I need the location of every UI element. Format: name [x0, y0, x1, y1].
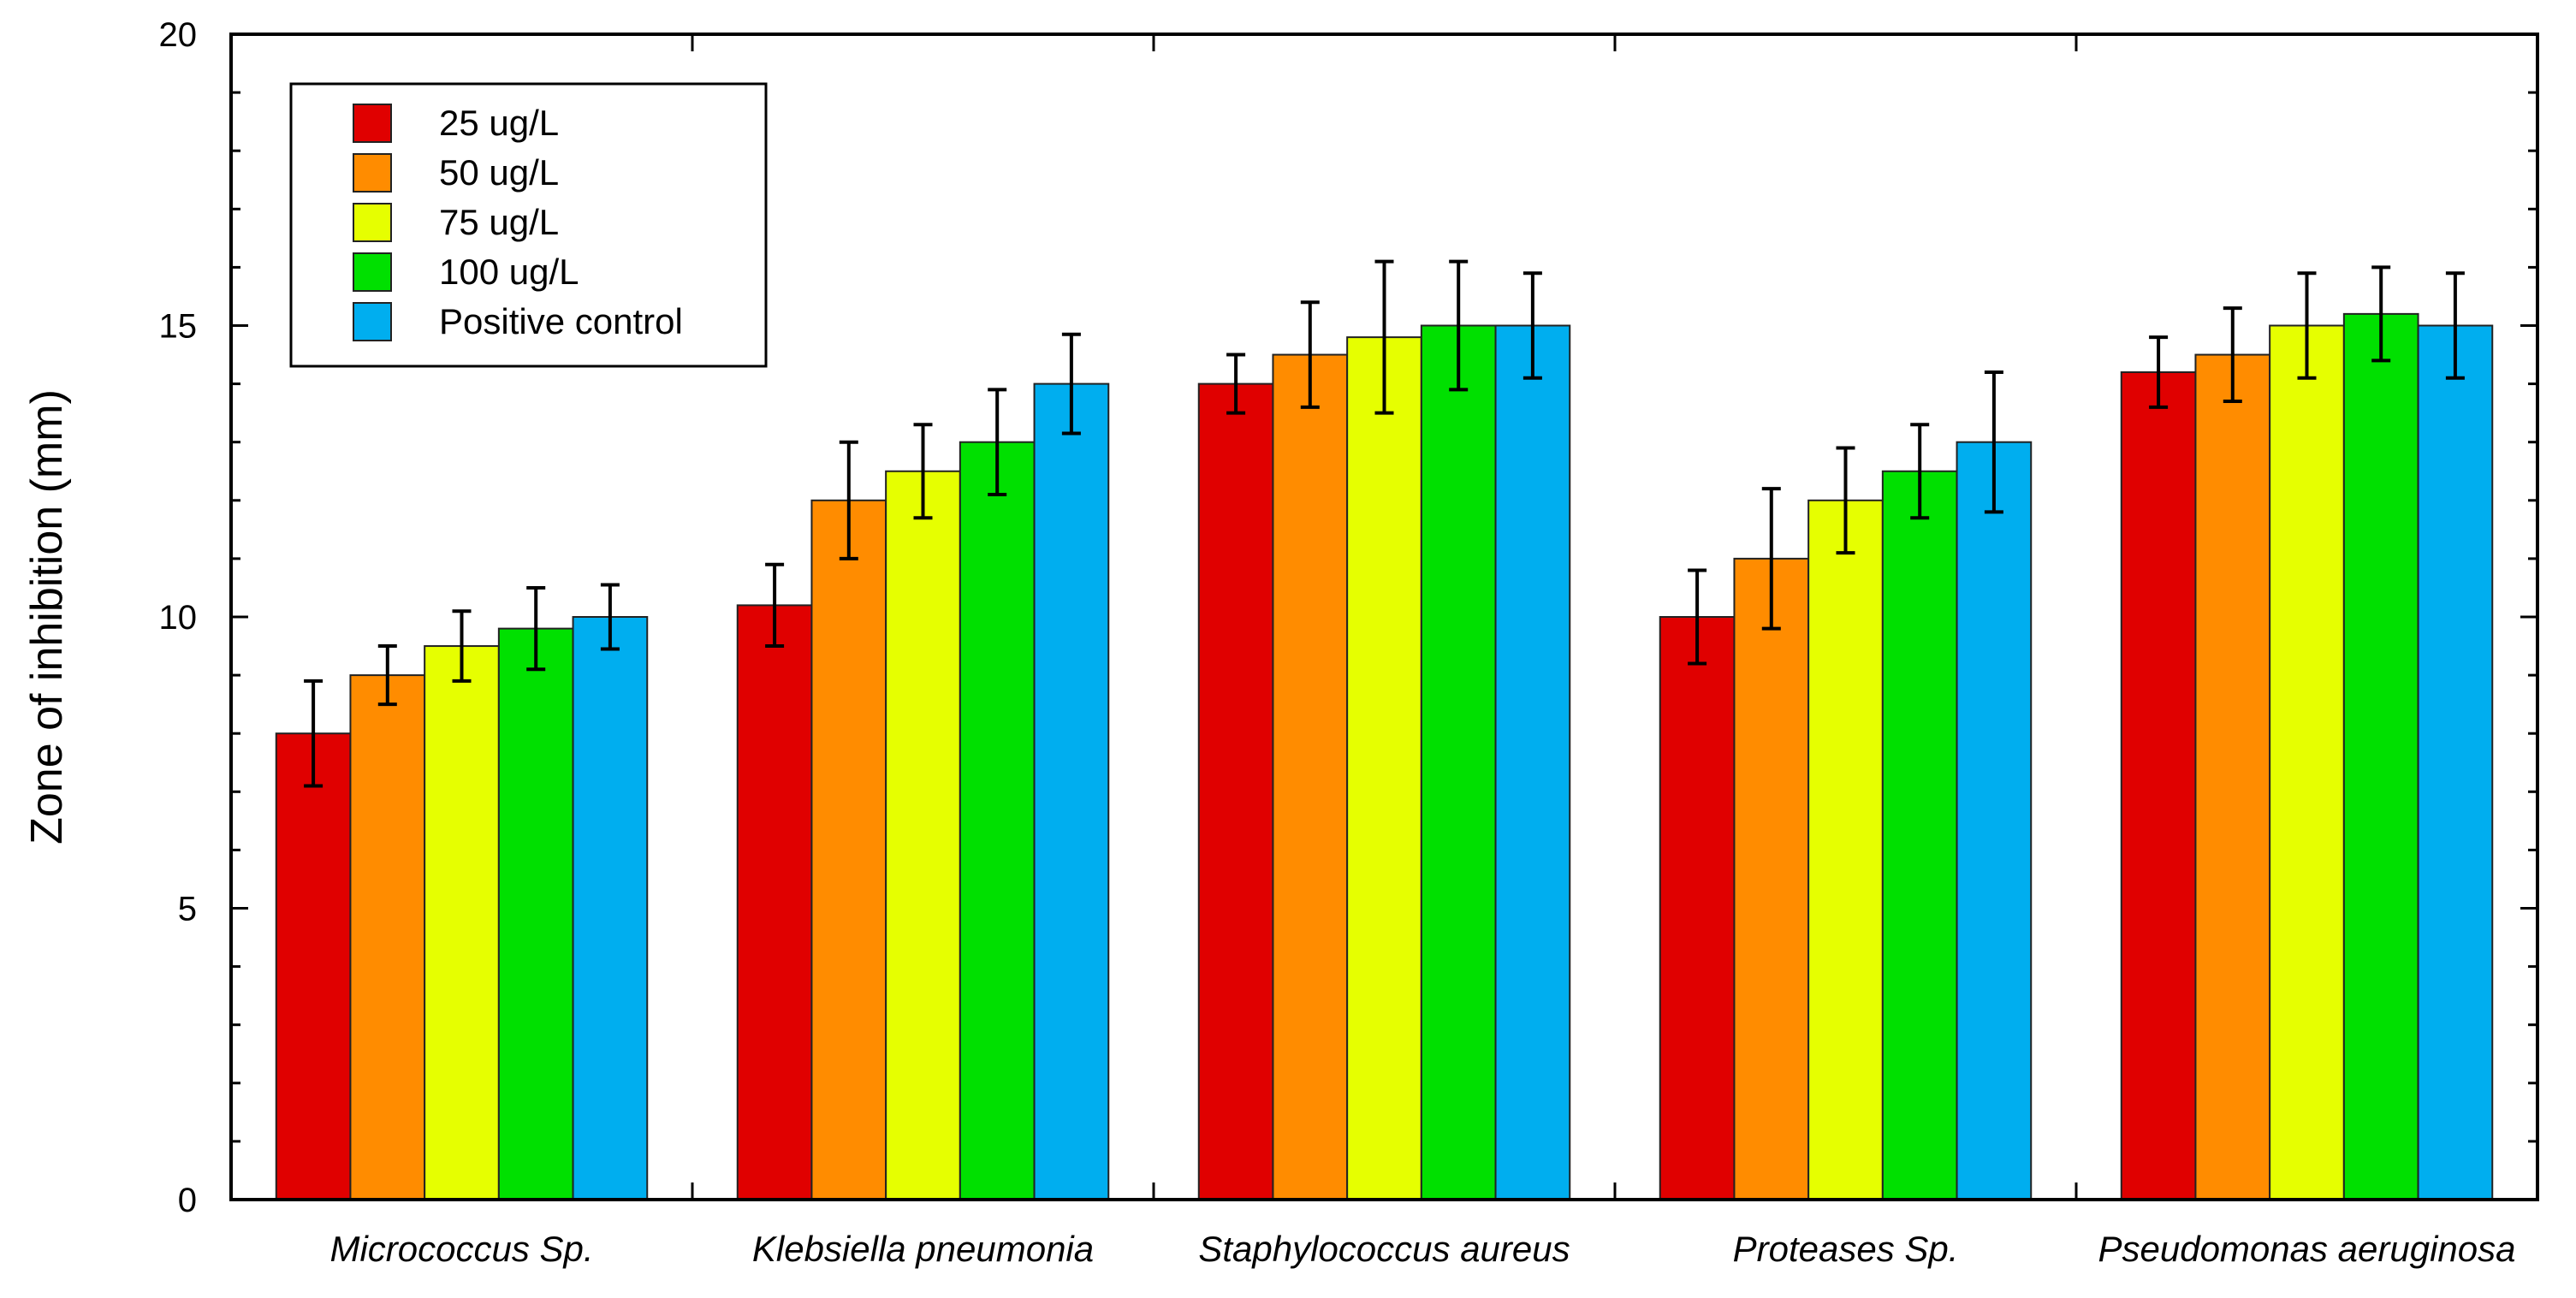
- bar: [572, 616, 649, 1200]
- error-bar: [1761, 487, 1781, 631]
- bar: [349, 674, 426, 1200]
- error-bar: [839, 440, 858, 560]
- bar: [2194, 353, 2271, 1200]
- error-bars-layer: [304, 259, 2465, 788]
- bar: [2417, 324, 2494, 1200]
- error-bar: [1061, 332, 1081, 436]
- error-bar: [1449, 259, 1469, 392]
- x-category-label: Pseudomonas aeruginosa: [2098, 1229, 2515, 1269]
- error-bar: [452, 609, 472, 683]
- axes-layer: [229, 33, 2539, 1201]
- error-bar: [1374, 259, 1394, 415]
- legend-label: 75 ug/L: [439, 202, 559, 242]
- legend: 25 ug/L 50 ug/L 75 ug/L 100 ug/L Positive co…: [289, 82, 768, 368]
- legend-swatch: [353, 203, 392, 242]
- bar: [1346, 336, 1422, 1200]
- error-bar: [1522, 271, 1542, 380]
- legend-label: 50 ug/L: [439, 152, 559, 193]
- y-tick-label: 0: [178, 1182, 197, 1219]
- error-bar: [988, 388, 1007, 496]
- bar: [2342, 312, 2419, 1200]
- bar: [1659, 616, 1736, 1200]
- bar: [2269, 324, 2345, 1200]
- error-bar: [526, 585, 546, 672]
- error-bar: [2445, 271, 2465, 380]
- bar: [1956, 441, 2033, 1200]
- bar: [736, 604, 813, 1200]
- bar: [1807, 499, 1884, 1200]
- error-bar: [2371, 265, 2391, 363]
- error-bar: [1910, 423, 1930, 520]
- bar: [959, 441, 1036, 1200]
- error-bar: [2149, 335, 2169, 409]
- bar: [1494, 324, 1571, 1200]
- bar: [424, 645, 500, 1200]
- legend-swatch: [353, 252, 392, 292]
- y-axis-title: Zone of inhibition (mm): [22, 389, 72, 845]
- y-tick-label: 5: [178, 891, 197, 928]
- x-category-label: Micrococcus Sp.: [329, 1229, 593, 1269]
- error-bar: [600, 583, 620, 651]
- legend-swatch: [353, 153, 392, 193]
- bar: [1033, 382, 1110, 1201]
- bar: [1272, 353, 1349, 1200]
- bar: [885, 470, 961, 1200]
- error-bar: [913, 423, 933, 520]
- error-bar: [1688, 568, 1707, 666]
- error-bar: [1226, 353, 1246, 415]
- legend-swatch: [353, 302, 392, 341]
- bars-layer: [275, 312, 2494, 1201]
- error-bar: [1836, 446, 1855, 555]
- legend-swatch: [353, 104, 392, 143]
- error-bar: [2297, 271, 2317, 380]
- error-bar: [765, 562, 785, 649]
- bar: [2120, 370, 2197, 1201]
- error-bar: [377, 644, 397, 707]
- legend-label: 100 ug/L: [439, 252, 579, 292]
- x-category-label: Klebsiella pneumonia: [752, 1229, 1094, 1269]
- bar: [497, 627, 574, 1200]
- x-category-label: Proteases Sp.: [1733, 1229, 1959, 1269]
- error-bar: [1984, 370, 2003, 514]
- legend-label: Positive control: [439, 301, 683, 341]
- error-bar: [1300, 300, 1320, 409]
- bar: [1197, 382, 1274, 1201]
- error-bar: [2223, 306, 2242, 404]
- x-category-label: Staphylococcus aureus: [1198, 1229, 1570, 1269]
- y-tick-label: 15: [159, 308, 198, 346]
- bar: [810, 499, 887, 1200]
- bar: [1881, 470, 1958, 1200]
- legend-label: 25 ug/L: [439, 103, 559, 143]
- bar: [1420, 324, 1497, 1200]
- bar: [1733, 557, 1810, 1200]
- y-tick-label: 10: [159, 599, 198, 637]
- error-bar: [304, 679, 323, 788]
- bar: [275, 732, 352, 1200]
- y-tick-label: 20: [159, 16, 198, 54]
- labels-layer: 0 5 10 15 20 Micrococcus Sp. Klebsiella pneumo…: [22, 16, 2516, 1269]
